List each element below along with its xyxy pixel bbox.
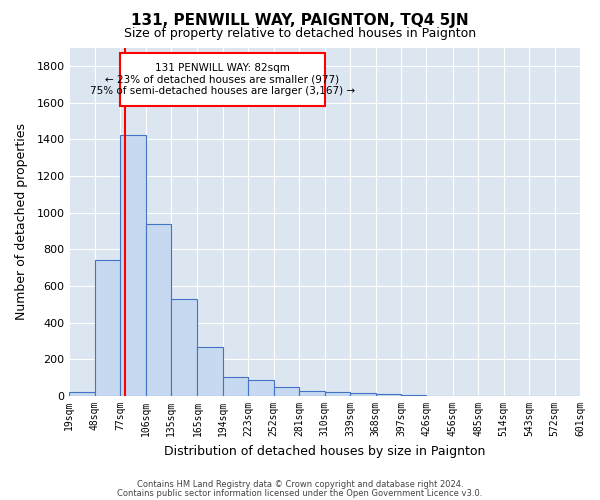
Text: 75% of semi-detached houses are larger (3,167) →: 75% of semi-detached houses are larger (… (90, 86, 355, 96)
Bar (197, 346, 223, 396)
Bar (146, 224, 171, 396)
Bar (325, 392, 350, 396)
Y-axis label: Number of detached properties: Number of detached properties (15, 124, 28, 320)
X-axis label: Distribution of detached houses by size in Paignton: Distribution of detached houses by size … (164, 444, 485, 458)
Bar (95, 260, 120, 396)
Bar (248, 380, 274, 396)
Bar (299, 390, 325, 396)
FancyBboxPatch shape (120, 53, 325, 106)
Bar (274, 387, 299, 396)
Text: 131 PENWILL WAY: 82sqm: 131 PENWILL WAY: 82sqm (155, 63, 290, 73)
Text: ← 23% of detached houses are smaller (977): ← 23% of detached houses are smaller (97… (106, 74, 340, 85)
Text: 131, PENWILL WAY, PAIGNTON, TQ4 5JN: 131, PENWILL WAY, PAIGNTON, TQ4 5JN (131, 12, 469, 28)
Bar (376, 394, 401, 396)
Bar (350, 394, 376, 396)
Bar (223, 377, 248, 396)
Bar (70, 392, 95, 396)
Text: Contains public sector information licensed under the Open Government Licence v3: Contains public sector information licen… (118, 488, 482, 498)
Bar (171, 299, 197, 396)
Bar (120, 134, 146, 396)
Text: Size of property relative to detached houses in Paignton: Size of property relative to detached ho… (124, 28, 476, 40)
Bar (401, 395, 427, 396)
Text: Contains HM Land Registry data © Crown copyright and database right 2024.: Contains HM Land Registry data © Crown c… (137, 480, 463, 489)
